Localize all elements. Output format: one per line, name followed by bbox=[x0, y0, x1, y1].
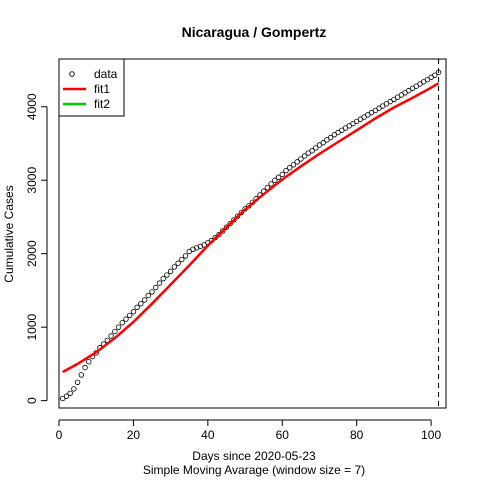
x-tick-label: 100 bbox=[421, 428, 441, 442]
data-point bbox=[71, 386, 77, 392]
data-point bbox=[432, 72, 438, 78]
data-point bbox=[123, 316, 129, 322]
y-tick-label: 0 bbox=[25, 397, 39, 404]
data-point bbox=[220, 228, 226, 234]
data-point bbox=[320, 140, 326, 146]
x-axis-sublabel: Simple Moving Avarage (window size = 7) bbox=[143, 463, 365, 477]
data-point bbox=[127, 312, 133, 319]
data-point bbox=[138, 300, 144, 307]
y-tick-label: 1000 bbox=[25, 314, 39, 341]
chart-title: Nicaragua / Gompertz bbox=[182, 24, 327, 40]
legend-label-fit2: fit2 bbox=[94, 97, 110, 111]
x-tick-label: 0 bbox=[56, 428, 63, 442]
y-tick-label: 2000 bbox=[25, 240, 39, 267]
data-point bbox=[160, 275, 166, 282]
data-point bbox=[108, 333, 114, 339]
data-point bbox=[223, 224, 230, 230]
data-point bbox=[82, 364, 88, 371]
y-axis: 0 1000 2000 3000 4000 bbox=[25, 93, 48, 404]
x-axis-label: Days since 2020-05-23 bbox=[192, 449, 316, 463]
y-tick-label: 3000 bbox=[25, 167, 39, 194]
data-point bbox=[145, 292, 152, 299]
x-tick-label: 60 bbox=[276, 428, 290, 442]
y-tick-label: 4000 bbox=[25, 93, 39, 120]
data-point bbox=[309, 148, 315, 154]
x-axis: 0 20 40 60 80 100 bbox=[56, 419, 441, 442]
plot-frame bbox=[58, 58, 447, 409]
data-point bbox=[275, 174, 282, 180]
data-point bbox=[112, 328, 118, 335]
data-point bbox=[171, 264, 178, 270]
legend-marker-data bbox=[69, 71, 75, 77]
data-point bbox=[167, 268, 174, 275]
legend-box bbox=[58, 58, 125, 117]
y-axis-label: Cumulative Cases bbox=[2, 185, 16, 282]
data-point bbox=[78, 372, 85, 378]
data-point bbox=[231, 217, 237, 223]
data-point bbox=[268, 181, 274, 187]
data-point bbox=[279, 171, 285, 178]
legend-label-data: data bbox=[94, 67, 118, 81]
data-point bbox=[141, 297, 148, 303]
data-point bbox=[227, 220, 233, 227]
data-point bbox=[119, 320, 125, 326]
data-point bbox=[149, 289, 155, 295]
data-point bbox=[179, 256, 185, 263]
data-point bbox=[153, 284, 159, 291]
data-point bbox=[216, 231, 222, 238]
data-point bbox=[134, 304, 140, 311]
data-point bbox=[67, 390, 73, 397]
data-point bbox=[63, 393, 70, 399]
data-point bbox=[287, 165, 293, 171]
series-fit1-line bbox=[62, 82, 440, 374]
data-point bbox=[290, 162, 297, 168]
x-tick-label: 20 bbox=[127, 428, 141, 442]
data-point bbox=[74, 379, 81, 385]
data-point bbox=[115, 324, 122, 330]
data-point bbox=[86, 359, 92, 365]
plot-area bbox=[60, 59, 442, 408]
data-point bbox=[283, 167, 289, 174]
data-point bbox=[272, 177, 278, 183]
data-point bbox=[175, 260, 181, 266]
data-point bbox=[156, 280, 163, 286]
data-point bbox=[182, 253, 189, 259]
data-point bbox=[298, 156, 304, 162]
data-point bbox=[301, 153, 308, 159]
data-point bbox=[313, 145, 319, 151]
data-point bbox=[164, 272, 170, 278]
data-point bbox=[130, 309, 137, 315]
data-point bbox=[327, 134, 334, 141]
legend-label-fit1: fit1 bbox=[94, 82, 110, 96]
x-tick-label: 40 bbox=[201, 428, 215, 442]
x-tick-label: 80 bbox=[350, 428, 364, 442]
data-point bbox=[294, 159, 300, 165]
